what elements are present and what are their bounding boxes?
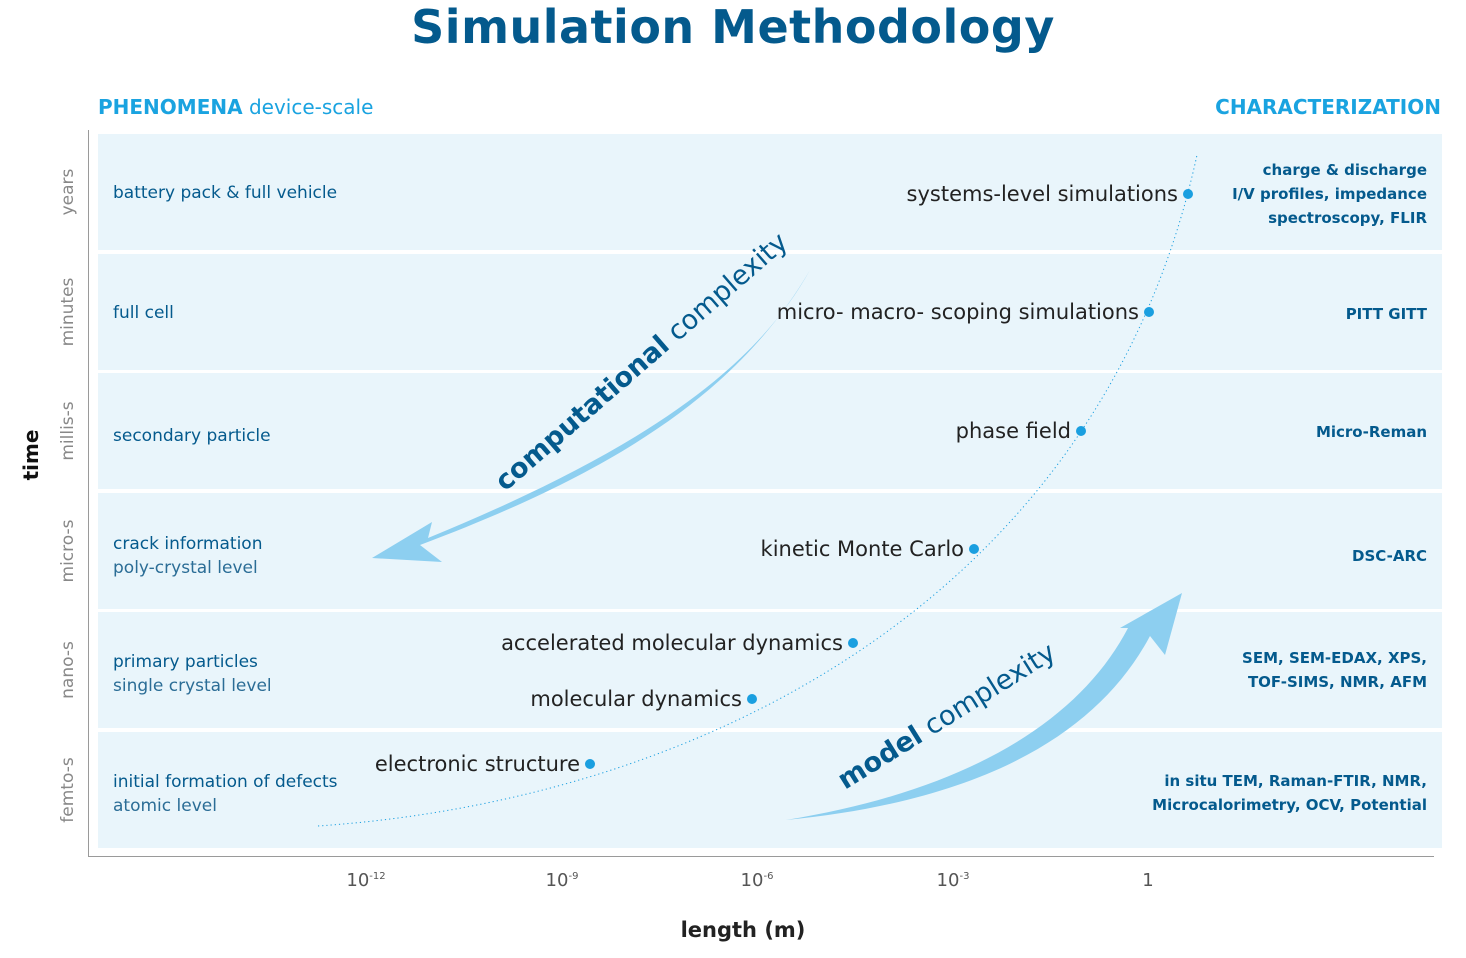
x-tick-exponent: -9 (568, 871, 579, 882)
method-dot (585, 759, 595, 769)
characterization-line: I/V profiles, impedance (1232, 185, 1427, 203)
phenomena-header: PHENOMENA device-scale (98, 95, 373, 119)
x-tick-label: 10-6 (741, 870, 774, 891)
phenomenon: battery pack & full vehicle (113, 181, 337, 205)
x-tick-base: 10 (936, 870, 960, 891)
x-tick-base: 10 (545, 870, 569, 891)
method-label: systems-level simulations (906, 182, 1178, 206)
computational-complexity-label: computational complexity (489, 227, 794, 498)
phenomenon-detail: single crystal level (113, 676, 272, 696)
method-label: electronic structure (374, 752, 580, 776)
method-dot (1144, 307, 1154, 317)
method-dot (969, 544, 979, 554)
x-tick-exponent: -3 (959, 871, 970, 882)
x-tick-label: 10-9 (546, 870, 579, 891)
characterization-header: CHARACTERIZATION (1215, 95, 1441, 119)
characterization-line: SEM, SEM-EDAX, XPS, (1242, 649, 1427, 667)
time-band-0 (98, 134, 1442, 250)
method-dot (1183, 189, 1193, 199)
characterization: in situ TEM, Raman-FTIR, NMR, Microcalori… (1152, 769, 1427, 817)
phenomenon: primary particles single crystal level (113, 650, 272, 698)
x-tick-label: 1 (1142, 870, 1153, 891)
characterization-line: TOF-SIMS, NMR, AFM (1247, 673, 1427, 691)
time-band-2 (98, 373, 1442, 489)
method-label: accelerated molecular dynamics (501, 631, 843, 655)
model-complexity-label: model complexity (832, 637, 1061, 796)
method-label: kinetic Monte Carlo (760, 537, 964, 561)
characterization-line: spectroscopy, FLIR (1268, 209, 1427, 227)
phenomenon-detail: poly-crystal level (113, 558, 258, 578)
characterization-line: Micro-Reman (1315, 423, 1427, 441)
characterization-line: DSC-ARC (1352, 547, 1427, 565)
characterization: Micro-Reman (1316, 420, 1427, 444)
phenomenon-name: primary particles (113, 652, 258, 672)
phenomenon-detail: atomic level (113, 796, 217, 816)
method-label: phase field (955, 419, 1071, 443)
time-band-3 (98, 493, 1442, 609)
phenomenon-name: initial formation of defects (113, 772, 338, 792)
computational-rest: complexity (655, 227, 794, 353)
characterization: DSC-ARC (1352, 544, 1427, 568)
phenomenon-name: full cell (113, 303, 174, 323)
characterization-line: PITT GITT (1345, 305, 1427, 323)
method-dot (1076, 426, 1086, 436)
phenomenon: crack information poly-crystal level (113, 532, 262, 580)
model-word: model (832, 720, 928, 796)
time-band-4 (98, 612, 1442, 728)
x-axis-line (88, 856, 1434, 857)
characterization: PITT GITT (1346, 302, 1427, 326)
y-axis-line (88, 130, 89, 857)
x-tick-base: 10 (346, 870, 370, 891)
phenomenon: secondary particle (113, 424, 271, 448)
phenomenon-name: crack information (113, 534, 263, 554)
x-tick-base: 1 (1142, 870, 1154, 891)
computational-complexity-arrow (372, 270, 810, 562)
x-tick-exponent: -6 (763, 871, 774, 882)
x-tick-label: 10-3 (937, 870, 970, 891)
phenomenon: initial formation of defects atomic level (113, 770, 338, 818)
characterization-line: in situ TEM, Raman-FTIR, NMR, (1164, 772, 1427, 790)
method-label: micro- macro- scoping simulations (776, 300, 1139, 324)
time-band-5 (98, 732, 1442, 848)
characterization: SEM, SEM-EDAX, XPS, TOF-SIMS, NMR, AFM (1242, 646, 1427, 694)
phenomenon-name: secondary particle (113, 426, 271, 446)
phenomenon-name: battery pack & full vehicle (113, 183, 338, 203)
x-tick-base: 10 (740, 870, 764, 891)
method-dot (848, 638, 858, 648)
characterization-line: charge & discharge (1262, 161, 1427, 179)
phenomenon: full cell (113, 301, 174, 325)
time-band-1 (98, 254, 1442, 370)
method-dot (747, 694, 757, 704)
characterization-line: Microcalorimetry, OCV, Potential (1152, 796, 1427, 814)
x-tick-exponent: -12 (369, 871, 386, 882)
phenomena-header-rest: device-scale (248, 95, 374, 119)
x-tick-label: 10-12 (346, 870, 385, 891)
model-complexity-arrow (786, 593, 1182, 820)
page-title: Simulation Methodology (411, 0, 1055, 54)
method-label: molecular dynamics (530, 687, 742, 711)
x-axis-label: length (m) (680, 918, 806, 942)
phenomena-header-bold: PHENOMENA (98, 95, 243, 119)
characterization: charge & discharge I/V profiles, impedanc… (1232, 158, 1427, 230)
